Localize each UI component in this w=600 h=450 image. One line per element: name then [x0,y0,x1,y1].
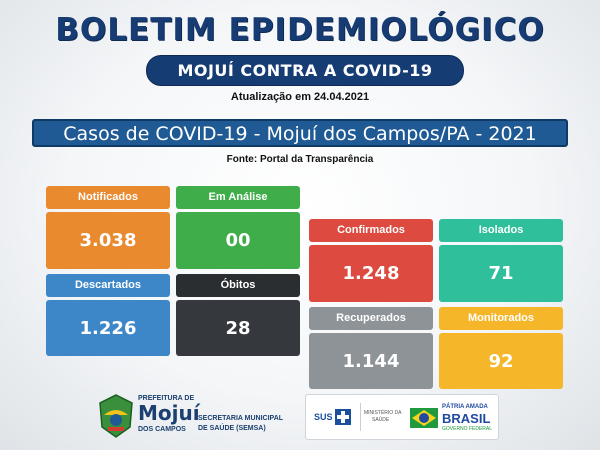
obitos-value: 28 [176,300,300,356]
em-analise-label: Em Análise [176,186,300,209]
ministerio-line1: MINISTÉRIO DA [364,410,402,416]
prefeitura-logo: PREFEITURA DE Mojuí DOS CAMPOS SECRETARI… [96,393,296,441]
em-analise-value: 00 [176,212,300,269]
governo-text: GOVERNO FEDERAL [442,426,493,432]
secretaria-line2: DE SAÚDE (SEMSA) [198,425,266,432]
isolados-label: Isolados [439,219,563,242]
patria-text: PÁTRIA AMADA [442,404,488,410]
confirmados-label: Confirmados [309,219,433,242]
recuperados-label: Recuperados [309,307,433,330]
sus-logo: SUS [314,412,333,422]
municipal-emblem-icon [99,394,133,438]
secretaria-line1: SECRETARIA MUNICIPAL [198,415,284,422]
bulletin-title: BOLETIM EPIDEMIOLÓGICO [55,12,545,48]
monitorados-label: Monitorados [439,307,563,330]
source-text: Fonte: Portal da Transparência [226,154,374,165]
prefeitura-name: Mojuí [138,401,200,425]
prefeitura-line1: PREFEITURA DE [138,395,195,402]
prefeitura-line2: DOS CAMPOS [138,426,186,433]
federal-logos: SUS MINISTÉRIO DA SAÚDE PÁTRIA AMADA BRA… [305,394,499,440]
confirmados-value: 1.248 [309,245,433,302]
notificados-label: Notificados [46,186,170,209]
notificados-value: 3.038 [46,212,170,269]
descartados-value: 1.226 [46,300,170,356]
campaign-pill: MOJUÍ CONTRA A COVID-19 [146,55,464,86]
update-date: Atualização em 24.04.2021 [230,91,370,103]
descartados-label: Descartados [46,274,170,297]
ministerio-line2: SAÚDE [372,417,390,423]
monitorados-value: 92 [439,333,563,389]
brazil-flag-icon [410,408,438,428]
obitos-label: Óbitos [176,274,300,297]
isolados-value: 71 [439,245,563,302]
sus-cross-icon [335,409,351,425]
brasil-text: BRASIL [442,411,491,426]
recuperados-value: 1.144 [309,333,433,389]
cases-banner: Casos de COVID-19 - Mojuí dos Campos/PA … [32,119,568,147]
